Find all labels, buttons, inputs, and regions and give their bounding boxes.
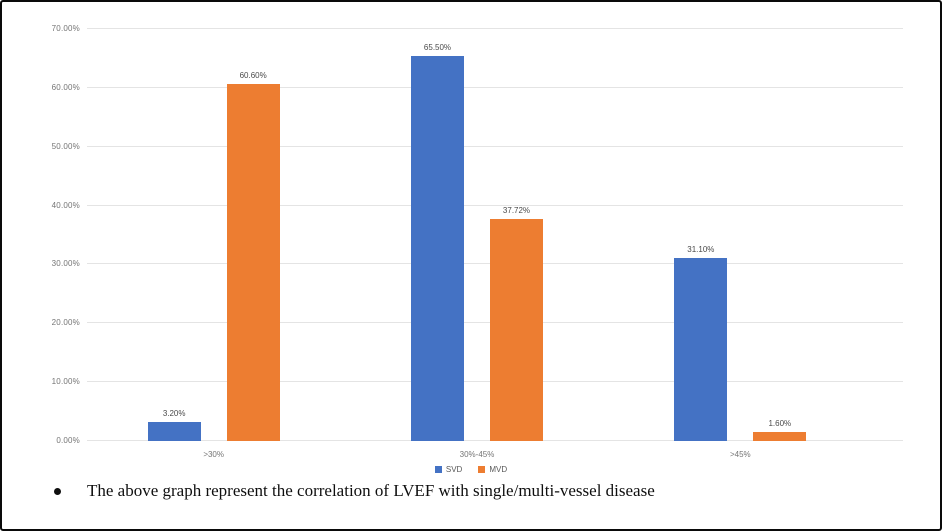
x-axis-labels: >30% 30%-45% >45% [82,450,872,459]
x-axis-label: >45% [729,450,751,459]
x-axis-label: >30% [203,450,224,459]
caption-text: The above graph represent the correlatio… [87,481,655,500]
plot-area: 3.20% 60.60% 65.50% 37.72% 31.10% 1.60% [82,29,872,441]
bar-svd-1: 65.50% [410,43,464,441]
gridline [87,145,903,147]
bar-group: 65.50% 37.72% [345,29,608,441]
legend-item-svd: SVD [434,465,463,474]
legend-swatch-icon [478,466,486,473]
bullet-icon [54,488,61,495]
bar-svd-0: 3.20% [147,409,201,441]
y-tick-label: 20.00% [51,318,80,328]
y-tick-label: 30.00% [51,259,80,269]
legend: SVD MVD [2,465,940,474]
legend-label: MVD [489,465,508,474]
bar-svd-2: 31.10% [674,245,728,441]
y-tick-label: 0.00% [56,436,80,445]
y-tick-label: 70.00% [51,24,80,33]
bar-value-label: 31.10% [687,244,715,254]
bar-mvd-0: 60.60% [226,71,280,441]
gridline [87,28,903,29]
legend-swatch-icon [434,466,442,473]
bar-group: 31.10% 1.60% [609,29,872,441]
y-tick-label: 60.00% [51,82,80,92]
y-tick-label: 50.00% [51,141,80,151]
legend-item-mvd: MVD [478,465,507,474]
x-axis-label: 30%-45% [459,450,495,459]
y-axis-ticks: 0.00% 10.00% 20.00% 30.00% 40.00% 50.00% 60.00… [2,25,80,445]
figure-caption: The above graph represent the correlatio… [54,480,920,502]
gridline [87,86,903,88]
y-tick-label: 10.00% [51,377,80,387]
bar-mvd-2: 1.60% [753,419,807,441]
bar-value-label: 37.72% [502,206,531,215]
bar-group: 3.20% 60.60% [82,29,345,441]
y-tick-label: 40.00% [51,200,80,210]
bar-value-label: 1.60% [768,418,792,428]
bar-mvd-1: 37.72% [489,206,543,441]
gridline [87,204,903,206]
bar-value-label: 60.60% [239,71,267,81]
bar-value-label: 65.50% [423,42,452,52]
bar-value-label: 3.20% [162,409,186,419]
legend-label: SVD [445,465,463,474]
